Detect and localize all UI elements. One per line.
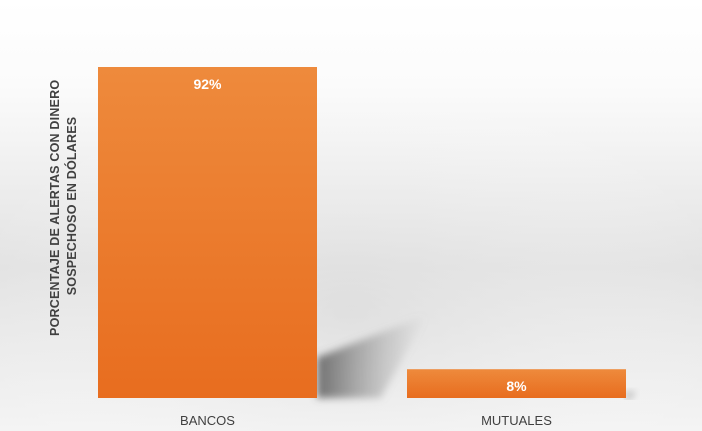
y-axis-label: PORCENTAJE DE ALERTAS CON DINERO SOSPECH… [48,76,79,336]
bar-bancos [98,67,317,398]
y-axis-label-line-2: SOSPECHOSO EN DÓLARES [64,117,79,296]
bar-shadow-mutuales [626,389,638,398]
data-labels: 92% 8% [193,76,527,394]
y-axis-label-line-1: PORCENTAJE DE ALERTAS CON DINERO [48,80,62,336]
bar-mutuales [407,369,626,398]
bar-shadows [317,314,638,398]
x-axis-tick-labels: BANCOS MUTUALES [180,413,552,428]
data-label-mutuales: 8% [506,378,527,394]
bar-shadow-bancos [317,314,428,398]
x-tick-label-mutuales: MUTUALES [481,413,552,428]
data-label-bancos: 92% [193,76,222,92]
bars [98,67,626,398]
x-tick-label-bancos: BANCOS [180,413,235,428]
